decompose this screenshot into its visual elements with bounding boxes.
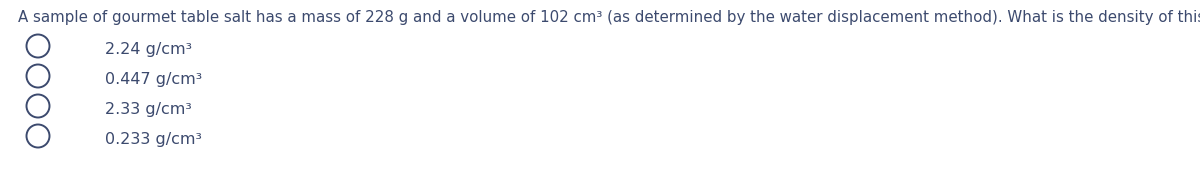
Text: A sample of gourmet table salt has a mass of 228 g and a volume of 102 cm³ (as d: A sample of gourmet table salt has a mas… (18, 10, 1200, 25)
Text: 2.24 g/cm³: 2.24 g/cm³ (106, 42, 192, 57)
Text: 0.233 g/cm³: 0.233 g/cm³ (106, 132, 202, 147)
Text: 2.33 g/cm³: 2.33 g/cm³ (106, 102, 192, 117)
Text: 0.447 g/cm³: 0.447 g/cm³ (106, 72, 203, 87)
